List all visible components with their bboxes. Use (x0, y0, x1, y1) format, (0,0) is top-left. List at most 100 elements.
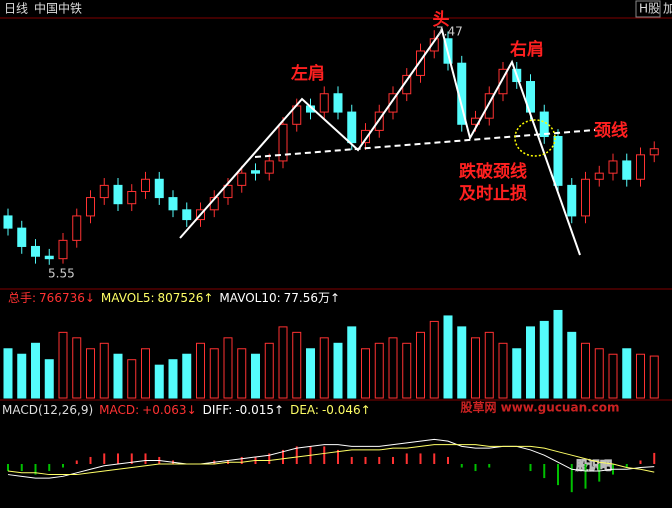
legend-name: DIFF: (203, 403, 233, 417)
candle-body (484, 93, 494, 119)
legend-value: 77.56万 (284, 291, 330, 305)
badge: 加 (663, 2, 672, 16)
volume-bar (44, 359, 54, 399)
legend-name: 总手: (8, 291, 36, 305)
volume-legend: 总手: 766736↓ MAVOL5: 807526↑ MAVOL10: 77.56万↑ (8, 291, 340, 305)
high-label: 7.47 (436, 25, 463, 39)
volume-bar (636, 353, 645, 399)
volume-bar (594, 348, 604, 399)
legend-value: +0.063 (142, 403, 186, 417)
macd-title: MACD(12,26,9) (2, 403, 93, 417)
candle-body (264, 160, 274, 174)
volume-bar (402, 342, 412, 399)
volume-bar (237, 348, 247, 399)
candle-body (622, 160, 632, 180)
candle-body (608, 160, 618, 174)
volume-bar (567, 331, 577, 399)
annotation: 头 (433, 10, 450, 30)
volume-bar (141, 348, 150, 399)
volume-bar (374, 342, 384, 399)
volume-bar (608, 353, 618, 399)
candle-body (388, 93, 398, 113)
candle-body (223, 184, 233, 199)
volume-bar (553, 309, 563, 399)
volume-bar (622, 348, 632, 399)
candle-body (86, 197, 95, 217)
legend-arrow: ↑ (203, 291, 213, 305)
volume-bar (333, 342, 343, 399)
legend-value: 807526 (158, 291, 204, 305)
candle-body (278, 123, 288, 162)
legend-name: MAVOL5: (101, 291, 155, 305)
candle-body (113, 184, 123, 205)
candle-body (416, 50, 425, 76)
candle-body (251, 170, 260, 174)
candle-body (237, 172, 247, 186)
annotation: 左肩 (291, 63, 325, 84)
neckline (254, 129, 596, 158)
volume-bar (443, 315, 453, 399)
volume-bar (512, 348, 522, 399)
pattern-line (179, 27, 581, 256)
dea-line (7, 444, 655, 476)
candle-body (31, 245, 40, 257)
stock-name: 中国中铁 (34, 1, 82, 16)
annotation: 颈线 (594, 120, 628, 141)
candle-body (127, 190, 137, 205)
legend-arrow: ↓ (85, 291, 95, 305)
volume-bar (471, 337, 480, 399)
watermark: 股草网 www.gucuan.com (460, 400, 619, 415)
candle-body (99, 184, 109, 199)
legend-arrow: ↑ (361, 403, 371, 417)
badge-box (635, 0, 661, 18)
badge: H股 (639, 2, 660, 16)
pattern-overlay: 头 左肩 右肩 颈线 跌破颈线 及时止损 7.47 5.55 (48, 10, 628, 281)
volume-bar (99, 342, 109, 399)
volume-bar (292, 331, 302, 399)
volume-bar (223, 337, 233, 399)
volume-bar (319, 337, 329, 399)
candle-body (636, 154, 645, 180)
candle-body (333, 93, 343, 113)
volume-bar (31, 342, 40, 399)
volume-bar (361, 348, 370, 399)
low-label: 5.55 (48, 267, 75, 281)
legend-arrow: ↑ (330, 291, 340, 305)
volume-bar (168, 359, 178, 399)
candle-body (182, 209, 192, 221)
volume-bar (581, 342, 590, 399)
candle-body (58, 239, 68, 260)
macd-legend: MACD(12,26,9) MACD: +0.063↓ DIFF: -0.015↑ DEA… (2, 403, 371, 417)
break-circle (514, 119, 556, 157)
volume-bar (72, 337, 82, 399)
legend-name: DEA: (290, 403, 319, 417)
annotation: 跌破颈线 (459, 161, 527, 182)
volume-bar (86, 348, 95, 399)
candle-body (567, 184, 577, 217)
volume-bar (196, 342, 205, 399)
volume-bar (154, 364, 164, 399)
candle-body (347, 111, 357, 144)
volume-bar (347, 326, 357, 399)
candle-body (539, 111, 549, 138)
candle-body (498, 68, 508, 95)
volume-bar (17, 353, 27, 399)
candle-body (141, 178, 150, 192)
legend-value: 766736 (39, 291, 85, 305)
candle-body (319, 93, 329, 113)
volume-bar (649, 355, 659, 399)
diff-line (7, 438, 655, 479)
legend-arrow: ↓ (187, 403, 197, 417)
volume-bar (127, 359, 137, 399)
marks (3, 30, 659, 493)
volume-bar (539, 320, 549, 399)
volume-bar (457, 326, 467, 399)
volume-bar (3, 348, 13, 399)
legend-name: MAVOL10: (219, 291, 280, 305)
candle-body (44, 255, 54, 260)
candle-body (154, 178, 164, 199)
volume-bar (58, 331, 68, 399)
candle-body (581, 178, 590, 217)
